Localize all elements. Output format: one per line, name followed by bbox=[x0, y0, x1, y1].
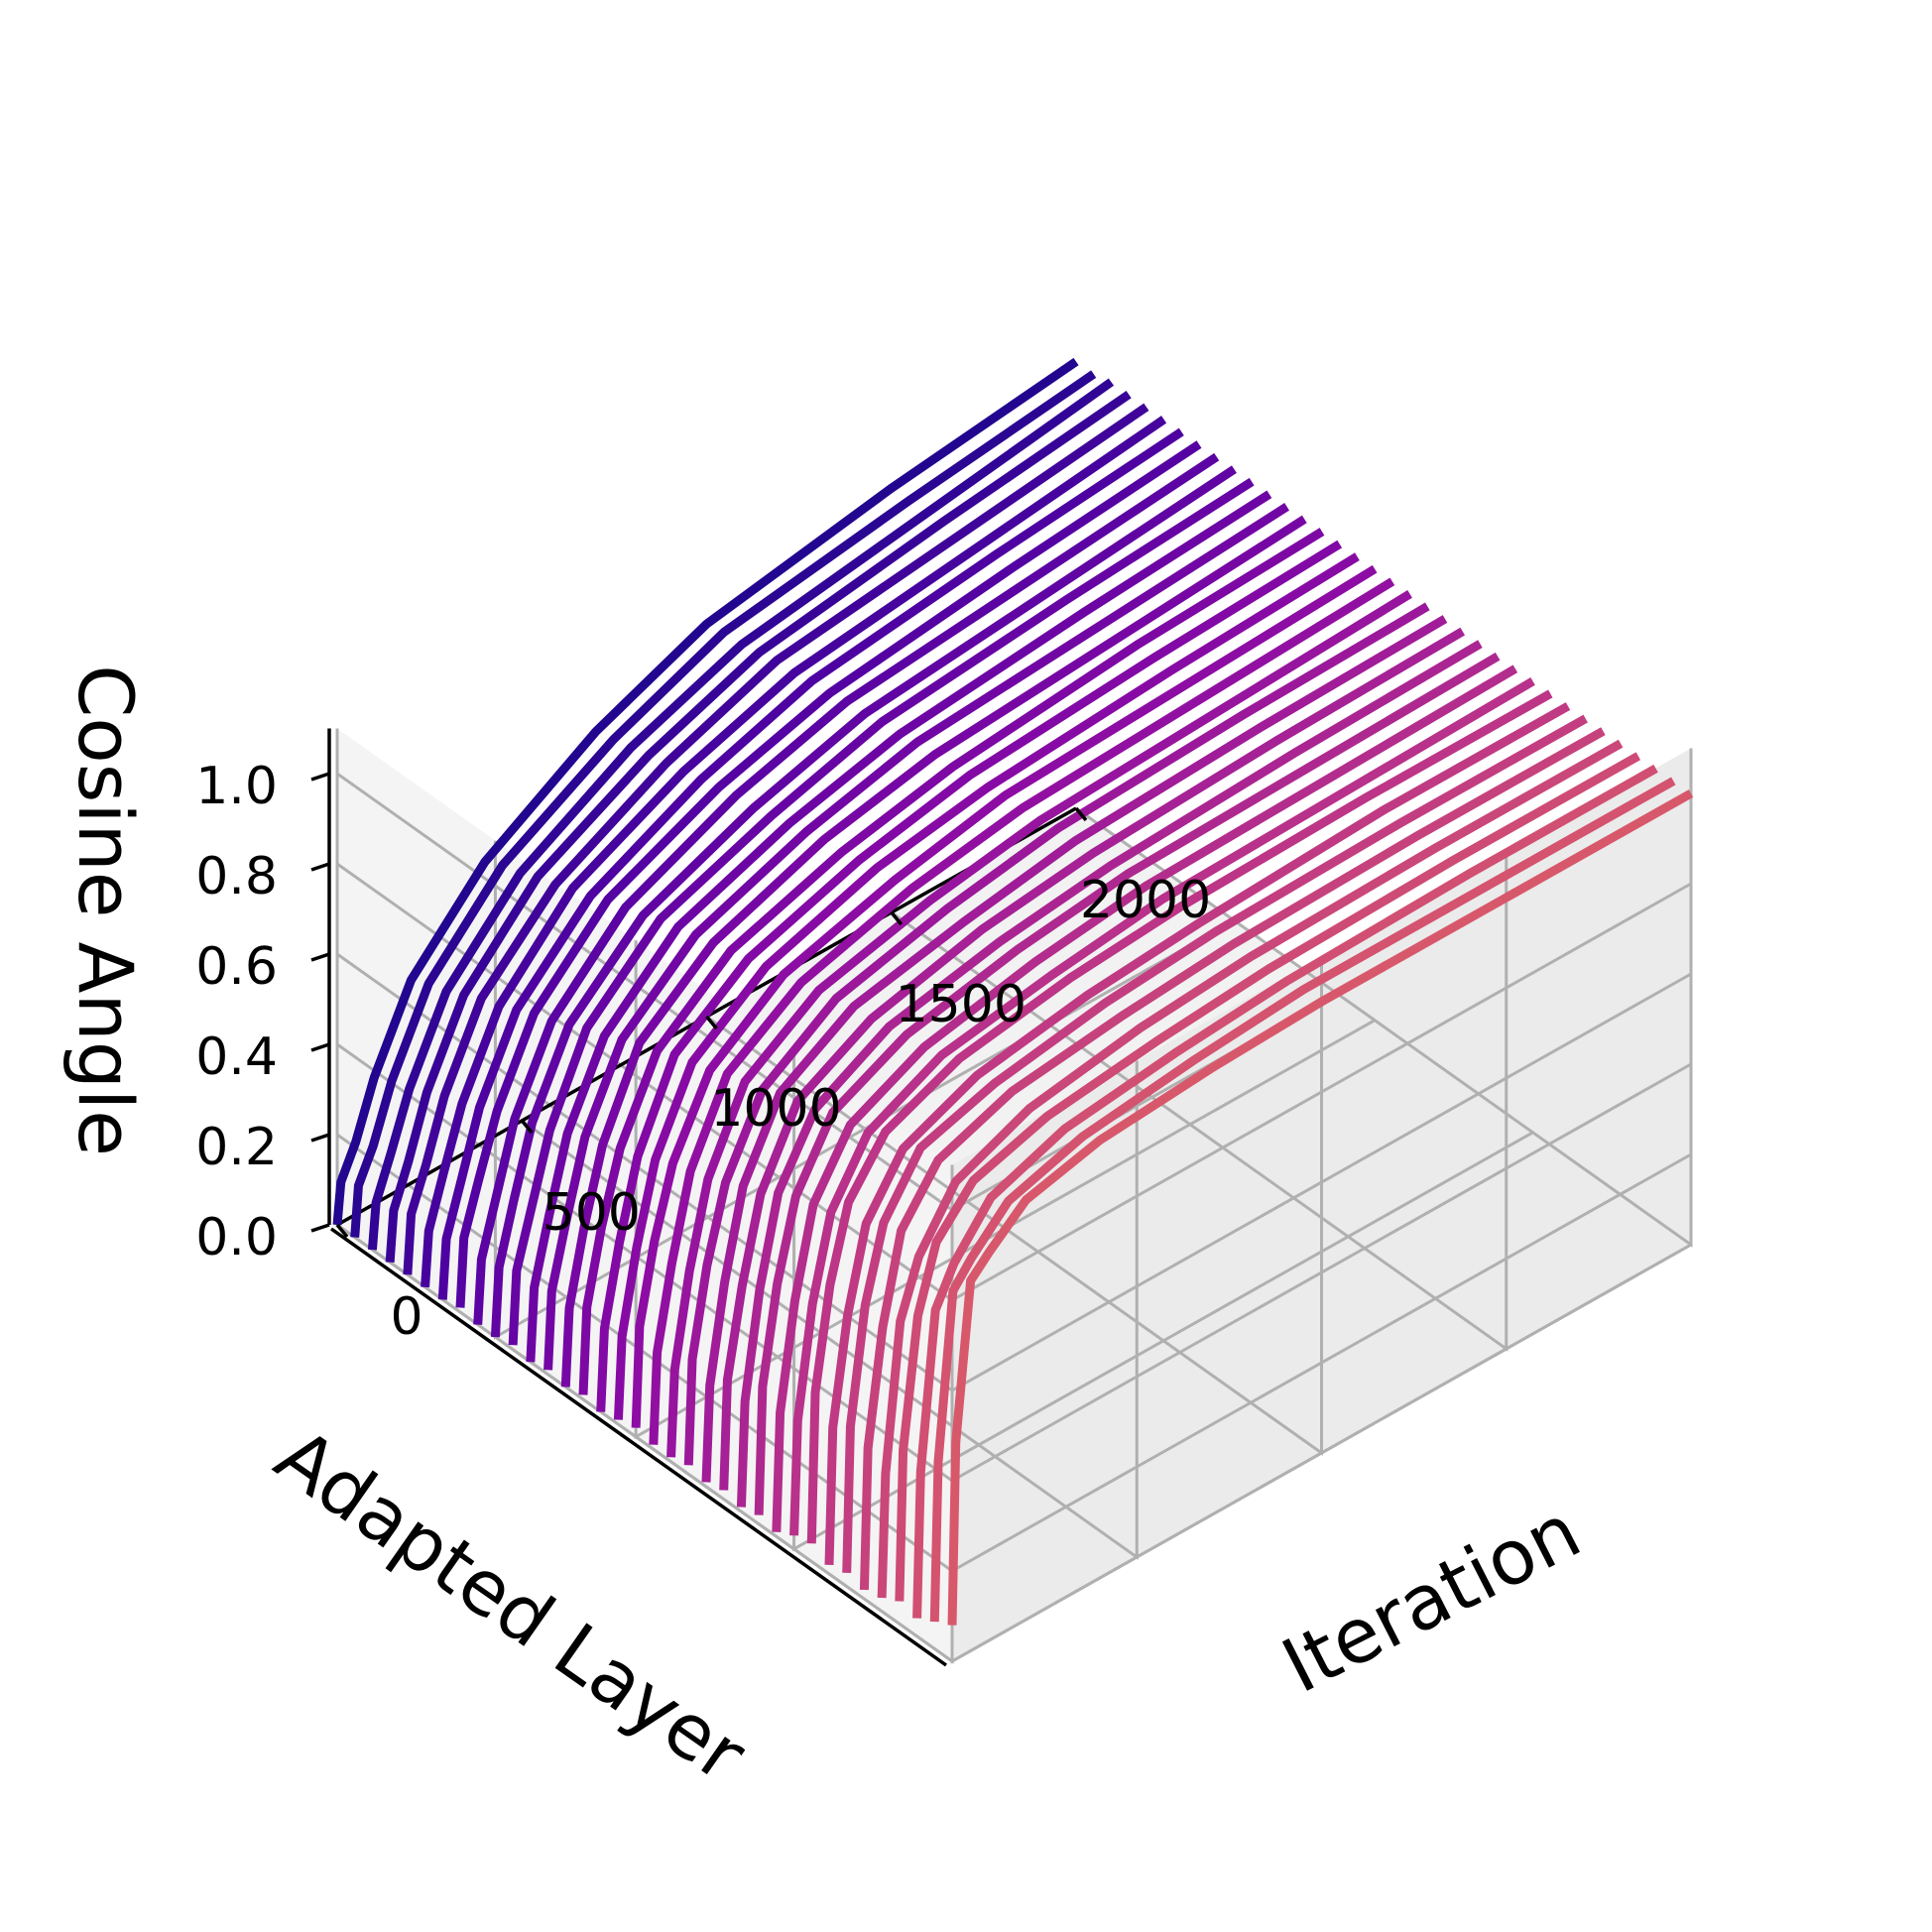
z-tick-label: 0.8 bbox=[195, 847, 278, 906]
z-tick-label: 0.6 bbox=[195, 937, 278, 997]
x-tick-label: 1500 bbox=[896, 975, 1026, 1034]
x-tick-mark bbox=[890, 910, 904, 926]
x-tick-label: 0 bbox=[390, 1287, 423, 1347]
x-tick-label: 1000 bbox=[710, 1079, 841, 1139]
z-tick-mark bbox=[310, 862, 330, 872]
series-line bbox=[859, 727, 1606, 1591]
series-line bbox=[947, 789, 1694, 1626]
z-tick-mark bbox=[310, 1223, 330, 1233]
series-line bbox=[912, 764, 1658, 1619]
series-line bbox=[367, 378, 1115, 1251]
series-line bbox=[806, 689, 1553, 1544]
series-line bbox=[596, 540, 1343, 1412]
series-line bbox=[421, 416, 1167, 1288]
x-tick-mark bbox=[1074, 806, 1088, 822]
x-tick-mark bbox=[335, 1223, 349, 1239]
series-line bbox=[789, 676, 1535, 1536]
series-line bbox=[385, 391, 1132, 1264]
series-line bbox=[649, 577, 1395, 1445]
z-tick-mark bbox=[310, 772, 330, 782]
z-tick-mark bbox=[310, 1042, 330, 1052]
z-axis-title: Cosine Angle bbox=[61, 664, 150, 1156]
series-line bbox=[473, 452, 1220, 1325]
series-line bbox=[578, 528, 1325, 1395]
series-line bbox=[403, 403, 1149, 1275]
series-line bbox=[332, 357, 1079, 1226]
series-line bbox=[560, 515, 1307, 1388]
series-line bbox=[719, 627, 1465, 1491]
tick-labels: 0 500 1000 1500 2000 0.0 0.2 0.4 0.6 0.8 1.0 bbox=[195, 757, 1211, 1347]
z-tick-label: 1.0 bbox=[195, 757, 278, 816]
series-line bbox=[631, 564, 1378, 1428]
series-lines bbox=[332, 357, 1694, 1626]
series-line bbox=[437, 427, 1184, 1300]
x-tick-label: 500 bbox=[543, 1183, 641, 1243]
z-tick-label: 0.0 bbox=[195, 1208, 278, 1268]
series-line bbox=[895, 752, 1641, 1602]
x-tick-mark bbox=[520, 1119, 534, 1135]
z-tick-mark bbox=[310, 1133, 330, 1143]
z-tick-mark bbox=[310, 952, 330, 962]
series-line bbox=[701, 615, 1448, 1483]
series-line bbox=[490, 465, 1237, 1338]
series-line bbox=[754, 652, 1501, 1515]
series-line bbox=[543, 503, 1289, 1371]
series-line bbox=[666, 590, 1412, 1458]
series-line bbox=[772, 664, 1518, 1532]
z-tick-label: 0.2 bbox=[195, 1118, 278, 1177]
series-line bbox=[736, 640, 1483, 1508]
series-line bbox=[526, 490, 1272, 1363]
series-line bbox=[877, 739, 1624, 1599]
z-tick-label: 0.4 bbox=[195, 1027, 278, 1087]
series-line bbox=[929, 777, 1676, 1623]
series-line bbox=[842, 714, 1588, 1574]
x-tick-mark bbox=[705, 1015, 718, 1030]
series-line bbox=[613, 552, 1360, 1420]
series-line bbox=[683, 602, 1430, 1466]
series-line bbox=[455, 440, 1202, 1308]
y-axis-line bbox=[329, 1227, 948, 1667]
series-line bbox=[350, 370, 1097, 1238]
series-line bbox=[508, 477, 1255, 1346]
x-axis-title: Iteration bbox=[1268, 1487, 1594, 1711]
x-tick-label: 2000 bbox=[1080, 871, 1211, 930]
series-line bbox=[824, 702, 1571, 1566]
